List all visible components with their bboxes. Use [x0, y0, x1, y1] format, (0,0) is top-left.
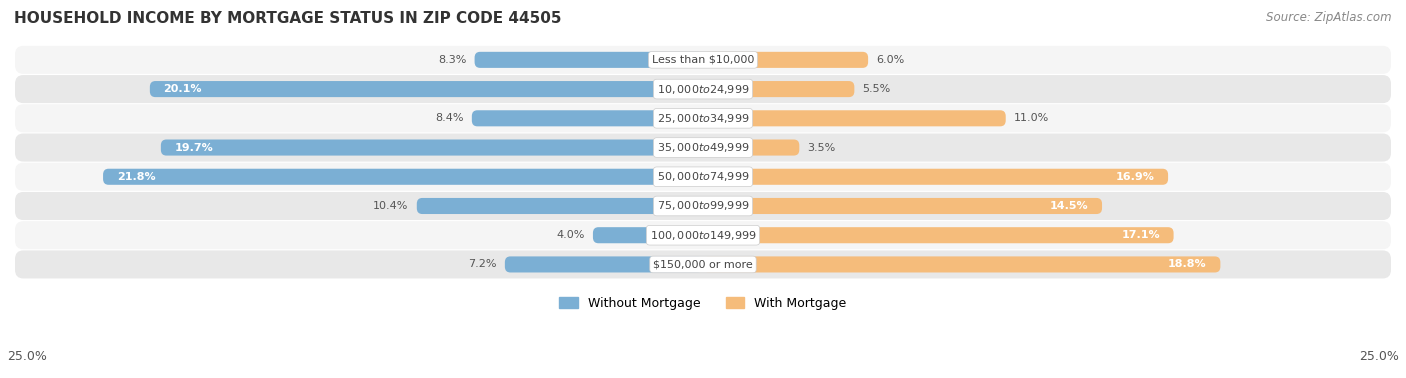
Text: Less than $10,000: Less than $10,000	[652, 55, 754, 65]
FancyBboxPatch shape	[703, 256, 1220, 273]
Text: 5.5%: 5.5%	[863, 84, 891, 94]
FancyBboxPatch shape	[703, 227, 1174, 243]
Text: 18.8%: 18.8%	[1168, 259, 1206, 270]
Text: 11.0%: 11.0%	[1014, 113, 1049, 123]
FancyBboxPatch shape	[703, 52, 868, 68]
FancyBboxPatch shape	[150, 81, 703, 97]
FancyBboxPatch shape	[505, 256, 703, 273]
Text: 10.4%: 10.4%	[373, 201, 409, 211]
Text: 19.7%: 19.7%	[174, 143, 214, 153]
FancyBboxPatch shape	[103, 169, 703, 185]
FancyBboxPatch shape	[15, 163, 1391, 191]
FancyBboxPatch shape	[15, 46, 1391, 74]
Text: $75,000 to $99,999: $75,000 to $99,999	[657, 200, 749, 212]
Text: $150,000 or more: $150,000 or more	[654, 259, 752, 270]
Text: $25,000 to $34,999: $25,000 to $34,999	[657, 112, 749, 125]
FancyBboxPatch shape	[703, 139, 800, 156]
FancyBboxPatch shape	[160, 139, 703, 156]
FancyBboxPatch shape	[472, 110, 703, 126]
Text: 17.1%: 17.1%	[1121, 230, 1160, 240]
Text: $100,000 to $149,999: $100,000 to $149,999	[650, 229, 756, 242]
Text: 6.0%: 6.0%	[876, 55, 904, 65]
FancyBboxPatch shape	[703, 110, 1005, 126]
Text: 8.3%: 8.3%	[437, 55, 467, 65]
Text: $10,000 to $24,999: $10,000 to $24,999	[657, 82, 749, 96]
FancyBboxPatch shape	[475, 52, 703, 68]
FancyBboxPatch shape	[15, 221, 1391, 249]
Text: HOUSEHOLD INCOME BY MORTGAGE STATUS IN ZIP CODE 44505: HOUSEHOLD INCOME BY MORTGAGE STATUS IN Z…	[14, 11, 561, 26]
Text: 16.9%: 16.9%	[1115, 172, 1154, 182]
Legend: Without Mortgage, With Mortgage: Without Mortgage, With Mortgage	[554, 292, 852, 315]
FancyBboxPatch shape	[15, 133, 1391, 161]
FancyBboxPatch shape	[416, 198, 703, 214]
Text: 7.2%: 7.2%	[468, 259, 496, 270]
FancyBboxPatch shape	[703, 169, 1168, 185]
Text: $35,000 to $49,999: $35,000 to $49,999	[657, 141, 749, 154]
Text: 4.0%: 4.0%	[557, 230, 585, 240]
Text: 25.0%: 25.0%	[1360, 350, 1399, 363]
Text: Source: ZipAtlas.com: Source: ZipAtlas.com	[1267, 11, 1392, 24]
Text: 25.0%: 25.0%	[7, 350, 46, 363]
Text: 20.1%: 20.1%	[163, 84, 202, 94]
FancyBboxPatch shape	[15, 104, 1391, 132]
FancyBboxPatch shape	[15, 75, 1391, 103]
Text: 21.8%: 21.8%	[117, 172, 156, 182]
Text: 14.5%: 14.5%	[1050, 201, 1088, 211]
FancyBboxPatch shape	[15, 250, 1391, 279]
Text: 8.4%: 8.4%	[434, 113, 464, 123]
FancyBboxPatch shape	[15, 192, 1391, 220]
FancyBboxPatch shape	[703, 81, 855, 97]
Text: 3.5%: 3.5%	[807, 143, 835, 153]
Text: $50,000 to $74,999: $50,000 to $74,999	[657, 170, 749, 183]
FancyBboxPatch shape	[703, 198, 1102, 214]
FancyBboxPatch shape	[593, 227, 703, 243]
